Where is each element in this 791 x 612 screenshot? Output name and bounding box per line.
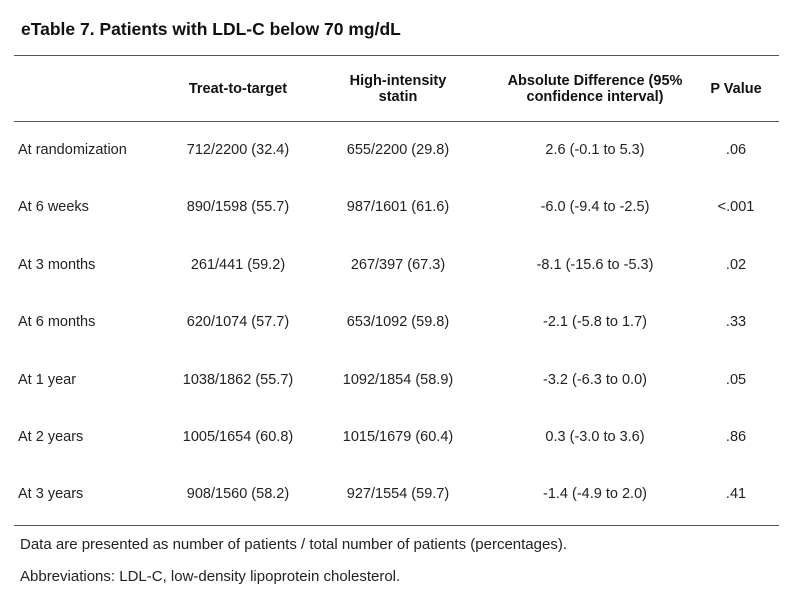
- top-rule: [14, 55, 779, 56]
- cell-abs-difference: -1.4 (-4.9 to 2.0): [543, 486, 647, 503]
- cell-treat-to-target: 261/441 (59.2): [190, 256, 286, 273]
- header-p-value: P Value: [710, 81, 762, 97]
- footnote-data-presentation: Data are presented as number of patients…: [20, 536, 567, 553]
- cell-abs-difference: -2.1 (-5.8 to 1.7): [543, 314, 647, 331]
- row-label: At 3 years: [18, 486, 84, 503]
- cell-p-value: .86: [725, 429, 747, 445]
- cell-treat-to-target: 908/1560 (58.2): [186, 486, 290, 503]
- table-title: eTable 7. Patients with LDL-C below 70 m…: [21, 19, 401, 39]
- cell-p-value: .33: [725, 314, 747, 331]
- cell-high-intensity: 655/2200 (29.8): [346, 142, 450, 158]
- bottom-rule: [14, 525, 779, 526]
- row-label: At 2 years: [18, 429, 84, 445]
- cell-abs-difference: -8.1 (-15.6 to -5.3): [536, 256, 654, 273]
- header-treat-to-target: Treat-to-target: [188, 81, 288, 97]
- header-absolute-difference: Absolute Difference (95% confidence inte…: [507, 73, 683, 105]
- cell-treat-to-target: 620/1074 (57.7): [186, 314, 290, 331]
- row-label: At 1 year: [18, 371, 77, 388]
- cell-high-intensity: 653/1092 (59.8): [346, 314, 450, 331]
- header-high-intensity-statin: High-intensity statin: [349, 73, 447, 105]
- row-label: At randomization: [18, 142, 127, 158]
- cell-p-value: <.001: [717, 199, 755, 216]
- cell-abs-difference: 0.3 (-3.0 to 3.6): [545, 429, 645, 445]
- cell-p-value: .41: [725, 486, 747, 503]
- cell-p-value: .02: [725, 256, 747, 273]
- cell-p-value: .06: [725, 142, 747, 158]
- row-label: At 6 weeks: [18, 199, 89, 216]
- footnote-abbreviations: Abbreviations: LDL-C, low-density lipopr…: [20, 568, 401, 585]
- cell-abs-difference: -3.2 (-6.3 to 0.0): [543, 371, 647, 388]
- header-rule: [14, 121, 779, 122]
- cell-treat-to-target: 1038/1862 (55.7): [182, 371, 294, 388]
- cell-high-intensity: 927/1554 (59.7): [346, 486, 450, 503]
- cell-high-intensity: 267/397 (67.3): [350, 256, 446, 273]
- cell-high-intensity: 987/1601 (61.6): [346, 199, 450, 216]
- row-label: At 3 months: [18, 256, 96, 273]
- row-label: At 6 months: [18, 314, 96, 331]
- cell-abs-difference: 2.6 (-0.1 to 5.3): [545, 142, 645, 158]
- cell-treat-to-target: 890/1598 (55.7): [186, 199, 290, 216]
- cell-treat-to-target: 1005/1654 (60.8): [182, 429, 294, 445]
- cell-high-intensity: 1015/1679 (60.4): [342, 429, 454, 445]
- cell-high-intensity: 1092/1854 (58.9): [342, 371, 454, 388]
- cell-p-value: .05: [725, 371, 747, 388]
- cell-treat-to-target: 712/2200 (32.4): [186, 142, 290, 158]
- cell-abs-difference: -6.0 (-9.4 to -2.5): [540, 199, 650, 216]
